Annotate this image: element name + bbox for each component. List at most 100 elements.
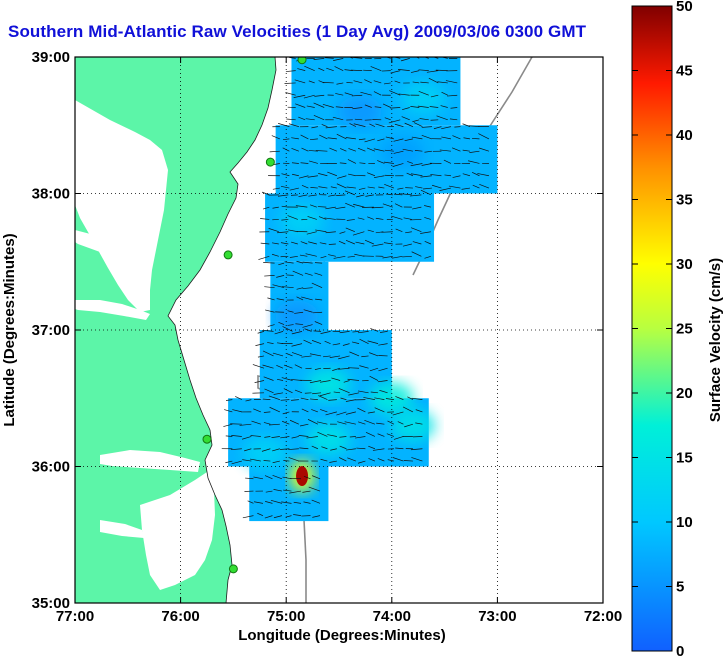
velocity-arrow	[291, 331, 303, 335]
velocity-arrow	[309, 160, 318, 164]
velocity-arrow	[407, 161, 414, 164]
colorbar-tick-label: 35	[676, 192, 693, 209]
velocity-arrow	[276, 364, 284, 369]
velocity-arrow	[336, 82, 344, 85]
velocity-arrow	[322, 104, 334, 108]
velocity-arrow	[400, 193, 412, 196]
velocity-arrow	[271, 242, 279, 245]
velocity-arrow	[280, 436, 290, 439]
velocity-arrow	[418, 90, 429, 96]
velocity-arrow	[337, 175, 347, 179]
velocity-arrow	[309, 380, 322, 384]
velocity-arrow	[404, 122, 414, 127]
velocity-arrow	[325, 57, 334, 59]
colorbar-tick-label: 30	[676, 256, 693, 273]
velocity-arrow	[319, 392, 331, 397]
velocity-arrow	[375, 217, 384, 220]
velocity-arrow	[308, 80, 315, 84]
velocity-arrow	[357, 460, 366, 464]
velocity-arrow	[422, 187, 432, 190]
velocity-arrow	[338, 240, 346, 245]
velocity-arrow	[257, 355, 265, 358]
velocity-arrow	[364, 239, 374, 245]
velocity-arrow	[386, 433, 395, 437]
velocity-arrow	[281, 173, 290, 177]
velocity-arrow	[320, 458, 328, 462]
velocity-arrow	[297, 68, 306, 71]
velocity-arrow	[436, 115, 448, 121]
radar-sites	[202, 57, 307, 574]
velocity-arrow	[242, 459, 252, 462]
velocity-arrow	[326, 67, 334, 71]
velocity-arrow	[393, 436, 404, 440]
colorbar-tick-label: 0	[676, 643, 684, 659]
velocity-arrow	[352, 231, 365, 236]
velocity-arrow	[312, 311, 323, 314]
x-tick-label: 74:00	[373, 608, 411, 625]
velocity-arrow	[357, 217, 365, 220]
velocity-arrow	[230, 448, 242, 451]
velocity-arrow	[363, 397, 375, 400]
velocity-arrow	[421, 126, 432, 128]
velocity-arrow	[348, 392, 360, 396]
velocity-arrow	[264, 388, 274, 394]
velocity-arrow	[345, 411, 356, 415]
velocity-arrow	[349, 436, 356, 438]
potomac-river	[75, 150, 150, 196]
velocity-arrow	[451, 147, 461, 152]
velocity-arrow	[367, 186, 375, 189]
velocity-arrow	[330, 186, 337, 189]
velocity-arrow	[338, 355, 350, 360]
velocity-arrow	[412, 119, 420, 123]
velocity-arrow	[391, 255, 403, 259]
x-axis-label: Longitude (Degrees:Minutes)	[238, 627, 446, 644]
velocity-arrow	[252, 364, 265, 369]
velocity-arrow	[333, 255, 346, 259]
velocity-arrow	[413, 122, 423, 127]
velocity-arrow	[424, 217, 431, 220]
velocity-arrow	[407, 396, 414, 400]
velocity-arrow	[303, 94, 315, 99]
colorbar-tick-label: 10	[676, 514, 693, 531]
velocity-arrow	[401, 116, 410, 121]
velocity-arrow	[223, 423, 233, 427]
velocity-arrow	[278, 321, 285, 325]
velocity-arrow	[325, 231, 336, 234]
velocity-arrow	[272, 475, 283, 480]
velocity-arrow	[285, 515, 292, 518]
velocity-arrow	[257, 512, 264, 516]
velocity-arrow	[478, 147, 490, 152]
velocity-arrow	[307, 216, 317, 220]
velocity-arrow	[327, 171, 338, 177]
velocity-arrow	[327, 137, 337, 140]
velocity-arrow	[295, 205, 308, 208]
velocity-arrow	[374, 407, 385, 413]
velocity-arrow	[314, 272, 323, 276]
velocity-arrow	[367, 411, 375, 414]
velocity-arrow	[309, 204, 317, 208]
velocity-arrow	[325, 206, 336, 210]
x-tick-label: 72:00	[584, 608, 622, 625]
velocity-arrow	[315, 229, 327, 233]
velocity-arrow	[318, 216, 327, 220]
velocity-arrow	[308, 150, 318, 152]
velocity-arrow	[298, 435, 309, 437]
velocity-arrow	[403, 460, 413, 462]
velocity-arrow	[377, 433, 385, 437]
velocity-arrow	[390, 107, 401, 109]
velocity-arrow	[389, 90, 401, 96]
james-river	[75, 300, 150, 320]
velocity-arrow	[249, 458, 261, 462]
velocity-arrow	[289, 187, 299, 191]
velocity-arrow	[333, 391, 341, 394]
velocity-arrow	[281, 205, 289, 208]
velocity-arrow	[281, 286, 294, 289]
velocity-arrow	[404, 138, 413, 142]
velocity-hotspot	[296, 466, 309, 487]
velocity-arrow	[294, 311, 304, 314]
velocity-arrow	[286, 118, 296, 121]
velocity-arrow	[374, 175, 385, 178]
velocity-arrow	[348, 148, 357, 152]
velocity-arrow	[415, 186, 423, 189]
y-tick-label: 36:00	[32, 459, 70, 476]
